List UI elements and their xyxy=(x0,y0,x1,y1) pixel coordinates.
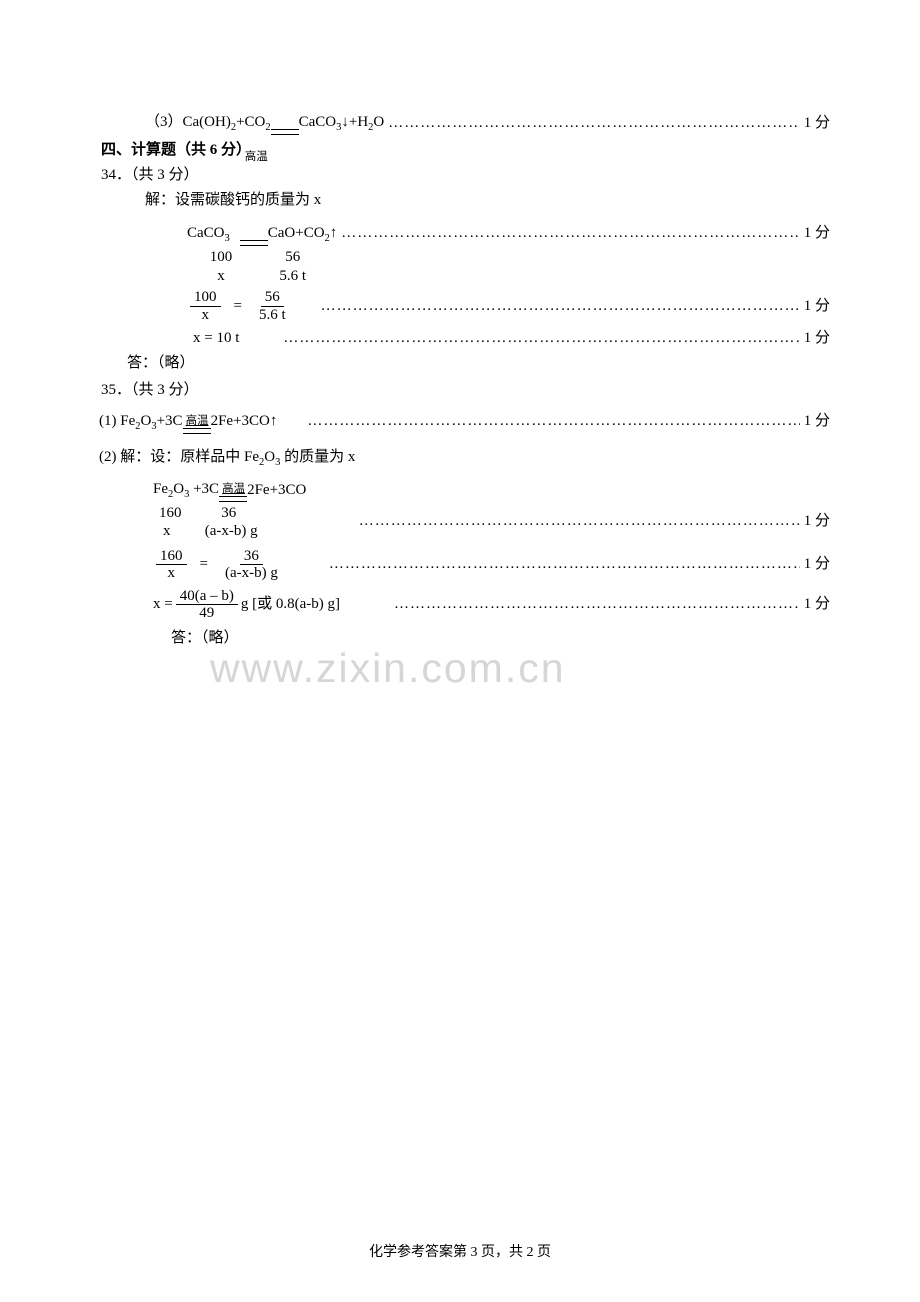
fraction: 36 (a-x-b) g xyxy=(221,548,282,582)
q35-equation2: Fe2O3 +3C 高温 2Fe+3CO xyxy=(153,477,830,503)
text: 2Fe+3CO↑ xyxy=(211,409,278,434)
section-4-title: 四、计算题（共 6 分） 高温 xyxy=(101,138,830,163)
q33-part3-line: （3）Ca(OH)2+CO2 CaCO3↓+H2O ……………………………………… xyxy=(115,110,830,136)
text: CaCO3↓+H2O xyxy=(299,110,385,136)
leader-dots: …………………………………………………………………………………………………………… xyxy=(307,409,799,434)
text: 2Fe+3CO xyxy=(247,478,306,503)
text: Fe2O3 +3C xyxy=(153,477,219,503)
q34-answer: 答：（略） xyxy=(127,351,830,376)
q34-setline: 解：设需碳酸钙的质量为 x xyxy=(115,188,830,213)
q34-result: x = 10 t …………………………………………………………………………………… xyxy=(115,326,830,351)
points-label: 1 分 xyxy=(804,552,830,577)
points-label: 1 分 xyxy=(804,509,830,534)
stacked-values: 160 36 x (a-x-b) g xyxy=(153,504,285,540)
q34-value-row: x 5.6 t xyxy=(115,267,830,286)
page-footer: 化学参考答案第 3 页，共 2 页 xyxy=(0,1241,920,1264)
points-label: 1 分 xyxy=(804,221,830,246)
text: CaO+CO2↑ xyxy=(268,221,338,247)
leader-dots: …………………………………………………………………………………………………………… xyxy=(394,592,800,617)
leader-dots: …………………………………………………………………………………………………………… xyxy=(321,294,800,319)
q34-molar-row: 100 56 xyxy=(115,248,830,267)
q34-header: 34．（共 3 分） xyxy=(101,163,830,188)
q34-fraction-eq: 100 x = 56 5.6 t ……………………………………………………………… xyxy=(115,289,830,323)
text: CaCO3 xyxy=(187,221,230,247)
fraction: 40(a – b) 49 xyxy=(176,588,238,622)
q35-part2-setline: (2) 解：设：原样品中 Fe2O3 的质量为 x xyxy=(99,445,830,471)
fraction: 56 5.6 t xyxy=(255,289,290,323)
points-label: 1 分 xyxy=(804,409,830,434)
leader-dots: …………………………………………………………………………………………………………… xyxy=(283,326,799,351)
points-label: 1 分 xyxy=(804,326,830,351)
fraction: 160 x xyxy=(156,548,187,582)
text: （3）Ca(OH)2+CO2 xyxy=(145,110,271,136)
q35-fraction-eq: 160 x = 36 (a-x-b) g …………………………………………………… xyxy=(153,548,830,582)
leader-dots: …………………………………………………………………………………………………………… xyxy=(329,552,800,577)
q35-result: x = 40(a – b) 49 g [或 0.8(a-b) g] ………………… xyxy=(153,588,830,622)
points-label: 1 分 xyxy=(804,294,830,319)
document-content: （3）Ca(OH)2+CO2 CaCO3↓+H2O ……………………………………… xyxy=(115,110,830,650)
q35-stoich-rows: 160 36 x (a-x-b) g ………………………………………………………… xyxy=(153,504,830,540)
leader-dots: …………………………………………………………………………………………………………… xyxy=(388,111,799,136)
text: (1) Fe2O3+3C xyxy=(99,409,183,435)
leader-dots: …………………………………………………………………………………………………………… xyxy=(359,509,800,534)
points-label: 1 分 xyxy=(804,111,830,136)
leader-dots: …………………………………………………………………………………………………………… xyxy=(341,221,799,246)
fraction: 100 x xyxy=(190,289,221,323)
points-label: 1 分 xyxy=(804,592,830,617)
q35-part1: (1) Fe2O3+3C 高温 2Fe+3CO↑ ………………………………………… xyxy=(99,409,830,435)
q35-answer: 答：（略） xyxy=(171,626,830,651)
q34-equation: CaCO3 CaO+CO2↑ …………………………………………………………………… xyxy=(115,221,830,247)
q35-header: 35．（共 3 分） xyxy=(101,378,830,403)
